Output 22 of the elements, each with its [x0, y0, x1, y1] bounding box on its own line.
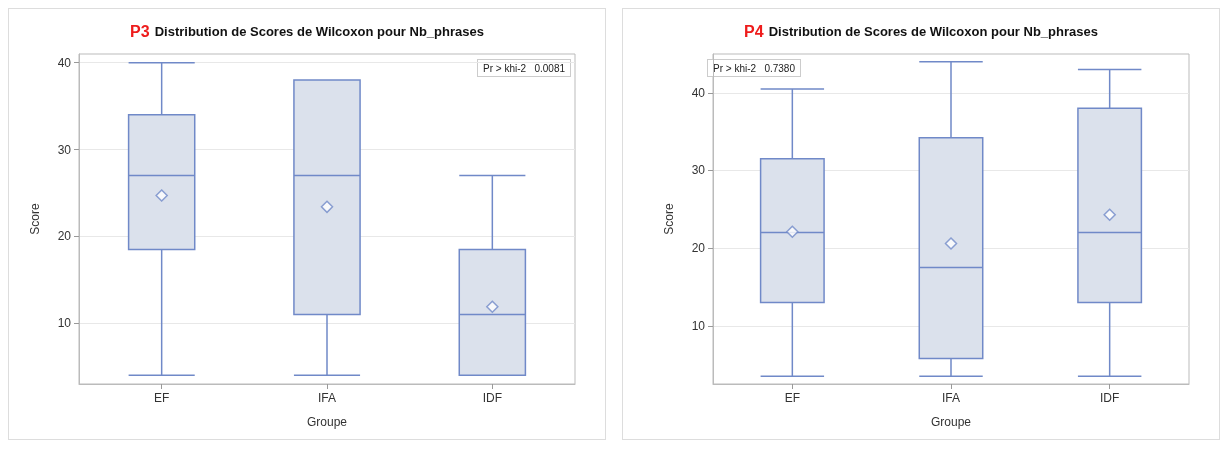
- x-tick-label: EF: [153, 391, 170, 405]
- annotation: Pr > khi-2 0.7380: [713, 62, 796, 74]
- y-tick-label: 40: [57, 55, 72, 70]
- y-axis-title: Score: [662, 203, 676, 235]
- x-tick-label: IDF: [1099, 391, 1120, 405]
- y-tick-label: 20: [57, 229, 72, 244]
- y-tick-label: 20: [691, 241, 706, 256]
- y-tick-label: 40: [691, 85, 706, 100]
- y-tick-label: 10: [57, 316, 72, 331]
- x-tick-label: IFA: [941, 391, 961, 405]
- x-tick-label: EF: [784, 391, 801, 405]
- y-tick-label: 10: [691, 318, 706, 333]
- chart-title: P3 Distribution de Scores de Wilcoxon pour Nb_phrases: [130, 22, 484, 40]
- annotation: Pr > khi-2 0.0081: [483, 62, 566, 74]
- y-tick-label: 30: [57, 142, 72, 157]
- y-tick-label: 30: [691, 163, 706, 178]
- chart-title: P4 Distribution de Scores de Wilcoxon pour Nb_phrases: [744, 22, 1098, 40]
- x-axis-title: Groupe: [930, 415, 972, 429]
- x-axis-title: Groupe: [306, 415, 348, 429]
- x-tick-label: IDF: [482, 391, 503, 405]
- x-tick-label: IFA: [317, 391, 337, 405]
- y-axis-title: Score: [28, 203, 42, 235]
